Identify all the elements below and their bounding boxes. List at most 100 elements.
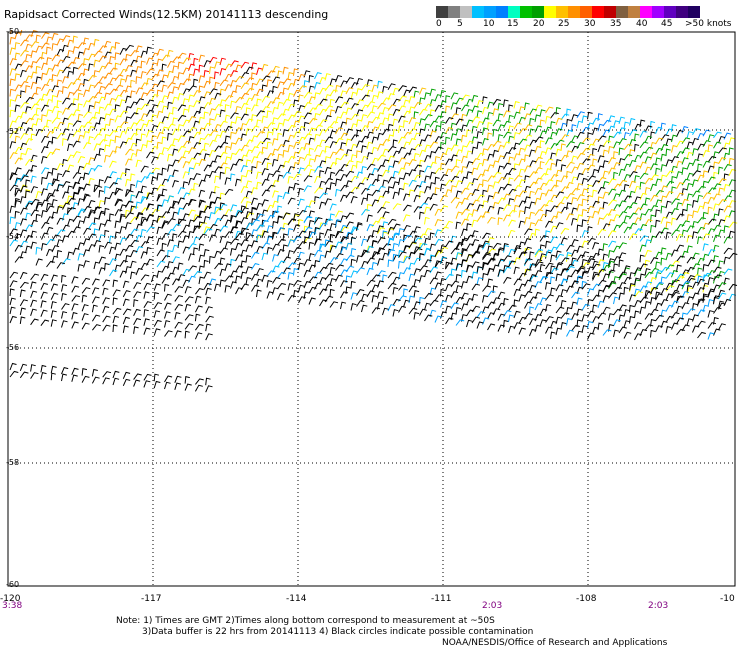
wind-barb — [366, 193, 372, 202]
wind-barb — [25, 224, 34, 232]
wind-barb — [122, 298, 130, 307]
wind-barb — [256, 141, 265, 148]
wind-barb — [545, 158, 554, 166]
wind-barb — [224, 284, 231, 293]
wind-barb — [681, 167, 688, 175]
wind-barb — [245, 169, 252, 178]
wind-barb — [251, 240, 259, 248]
wind-barb — [335, 116, 342, 124]
wind-barb — [618, 200, 627, 208]
wind-barb — [340, 269, 349, 277]
wind-barb — [482, 240, 490, 248]
wind-barb — [140, 123, 148, 131]
wind-barb — [30, 71, 38, 79]
wind-barb — [77, 187, 85, 195]
wind-barb — [67, 195, 73, 204]
wind-barb — [14, 199, 21, 208]
wind-barb — [555, 179, 561, 188]
wind-barb — [686, 308, 696, 315]
wind-barb — [240, 165, 248, 173]
wind-barb — [382, 107, 389, 115]
wind-barb — [424, 103, 433, 111]
wind-barb — [424, 227, 432, 236]
wind-barb — [361, 197, 368, 205]
wind-barb — [571, 291, 580, 299]
wind-barb — [112, 297, 118, 306]
wind-barb — [282, 98, 291, 106]
wind-barb — [476, 215, 486, 223]
wind-barb — [56, 90, 64, 98]
wind-barb — [151, 94, 159, 102]
wind-barb — [392, 139, 398, 148]
legend-swatch — [628, 6, 640, 18]
wind-barb — [219, 203, 228, 211]
wind-barb — [650, 141, 657, 150]
wind-barb — [503, 204, 512, 212]
wind-barb — [335, 178, 341, 187]
wind-barb — [686, 318, 694, 326]
wind-barb — [350, 134, 359, 142]
wind-barb — [408, 262, 415, 271]
wind-barb — [46, 194, 55, 202]
wind-barb — [440, 311, 447, 319]
wind-barb — [314, 113, 320, 121]
wind-barb — [72, 120, 82, 127]
wind-barb — [172, 244, 179, 253]
wind-barb — [608, 258, 615, 266]
wind-barb — [102, 279, 111, 287]
wind-barb — [172, 65, 179, 73]
wind-barb — [71, 374, 78, 382]
wind-barb — [350, 113, 360, 121]
wind-barb — [476, 162, 484, 170]
wind-barb — [119, 270, 128, 278]
wind-barb — [219, 120, 228, 128]
wind-barb — [387, 165, 394, 174]
wind-barb — [46, 67, 53, 76]
wind-barb — [592, 271, 599, 280]
wind-barb — [81, 367, 88, 376]
wind-barb — [209, 255, 215, 264]
wind-barb — [361, 249, 369, 257]
wind-barb — [644, 259, 650, 268]
wind-barb — [114, 209, 123, 217]
wind-barb — [203, 174, 211, 182]
wind-barb — [602, 160, 609, 168]
wind-barb — [62, 117, 69, 126]
wind-barb — [329, 98, 335, 107]
wind-barb — [50, 372, 56, 381]
wind-barb — [492, 308, 501, 316]
wind-barb — [702, 150, 710, 158]
wind-barb — [298, 230, 307, 238]
wind-barb — [434, 260, 442, 268]
wind-barb — [639, 224, 648, 232]
wind-barb — [51, 136, 57, 145]
wind-barb — [471, 199, 480, 207]
wind-barb — [51, 199, 58, 207]
wind-barb — [319, 129, 327, 137]
wind-barb — [51, 54, 60, 62]
wind-barb — [140, 176, 149, 183]
wind-barb — [665, 138, 673, 146]
wind-barb — [482, 252, 491, 259]
wind-barb — [143, 301, 152, 308]
wind-barb — [723, 215, 731, 223]
wind-barb — [319, 170, 325, 178]
wind-barb — [219, 162, 228, 170]
wind-barb — [476, 121, 484, 129]
wind-barb — [518, 327, 526, 335]
wind-barb — [718, 166, 724, 175]
wind-barb — [91, 287, 100, 295]
wind-barb — [513, 204, 520, 213]
wind-barb — [419, 87, 427, 95]
wind-barb — [93, 228, 99, 237]
wind-barb — [293, 120, 300, 128]
wind-barb — [644, 208, 653, 216]
wind-barb — [697, 257, 705, 265]
wind-barb — [25, 147, 32, 156]
wind-barb — [61, 373, 68, 382]
wind-barb — [361, 250, 370, 258]
wind-barb — [72, 226, 81, 234]
wind-barb — [455, 252, 462, 260]
wind-barb — [67, 197, 76, 205]
wind-barb — [660, 288, 669, 296]
